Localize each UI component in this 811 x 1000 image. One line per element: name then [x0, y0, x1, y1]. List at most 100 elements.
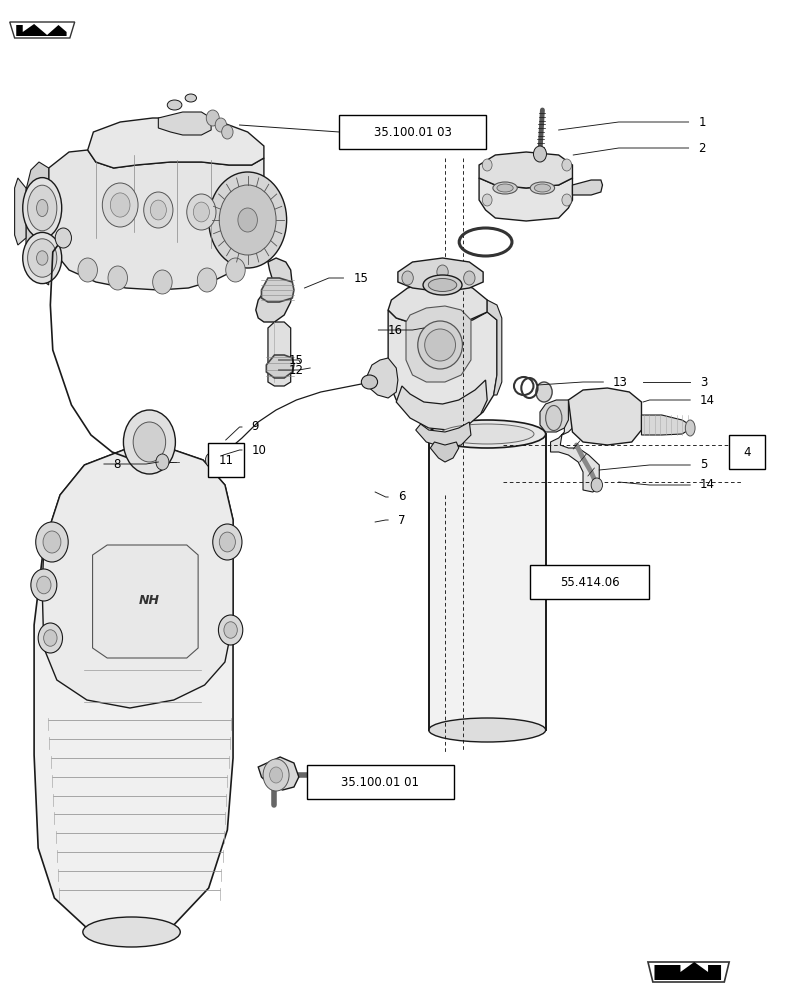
Text: 8: 8: [114, 458, 121, 471]
Circle shape: [215, 118, 226, 132]
Polygon shape: [88, 118, 264, 168]
Polygon shape: [92, 545, 198, 658]
Text: 2: 2: [697, 141, 705, 154]
Ellipse shape: [534, 184, 550, 192]
Circle shape: [78, 258, 97, 282]
Text: 13: 13: [612, 375, 627, 388]
Circle shape: [152, 270, 172, 294]
Circle shape: [533, 146, 546, 162]
Text: 10: 10: [251, 444, 266, 456]
Circle shape: [193, 202, 209, 222]
Circle shape: [55, 228, 71, 248]
Polygon shape: [396, 380, 487, 430]
Ellipse shape: [23, 178, 62, 238]
Ellipse shape: [423, 275, 461, 295]
Ellipse shape: [492, 182, 517, 194]
Circle shape: [463, 271, 474, 285]
Circle shape: [150, 200, 166, 220]
Polygon shape: [225, 188, 264, 255]
Text: 55.414.06: 55.414.06: [559, 576, 619, 588]
Polygon shape: [15, 178, 26, 245]
Ellipse shape: [185, 94, 196, 102]
Polygon shape: [415, 422, 470, 448]
Bar: [428, 434, 545, 730]
Circle shape: [31, 569, 57, 601]
Polygon shape: [26, 162, 49, 285]
Polygon shape: [16, 24, 67, 36]
Circle shape: [108, 266, 127, 290]
Text: 7: 7: [397, 514, 405, 526]
Ellipse shape: [428, 278, 456, 292]
Ellipse shape: [36, 199, 48, 217]
Circle shape: [219, 532, 235, 552]
Circle shape: [156, 454, 169, 470]
Polygon shape: [550, 400, 599, 492]
Polygon shape: [261, 278, 294, 302]
Circle shape: [123, 410, 175, 474]
Circle shape: [224, 622, 237, 638]
Circle shape: [482, 159, 491, 171]
Circle shape: [205, 453, 217, 467]
Circle shape: [102, 183, 138, 227]
Circle shape: [43, 531, 61, 553]
Polygon shape: [397, 258, 483, 292]
FancyBboxPatch shape: [208, 443, 243, 477]
Ellipse shape: [28, 185, 57, 231]
Circle shape: [263, 759, 289, 791]
Text: 15: 15: [353, 271, 367, 284]
Ellipse shape: [545, 406, 561, 430]
Ellipse shape: [361, 375, 377, 389]
Circle shape: [44, 630, 57, 646]
Polygon shape: [266, 355, 294, 378]
Polygon shape: [647, 962, 728, 982]
Polygon shape: [268, 322, 290, 386]
Polygon shape: [572, 180, 602, 195]
Circle shape: [212, 524, 242, 560]
Ellipse shape: [530, 182, 554, 194]
Ellipse shape: [23, 232, 62, 284]
Ellipse shape: [440, 424, 534, 444]
Text: 35.100.01 03: 35.100.01 03: [373, 125, 451, 138]
FancyBboxPatch shape: [530, 565, 648, 599]
Ellipse shape: [428, 420, 545, 448]
Circle shape: [38, 623, 62, 653]
Ellipse shape: [496, 184, 513, 192]
Circle shape: [401, 271, 413, 285]
Polygon shape: [539, 400, 568, 432]
Circle shape: [561, 159, 571, 171]
Polygon shape: [255, 258, 292, 322]
Text: 1: 1: [697, 115, 705, 128]
Text: NH: NH: [139, 593, 160, 606]
Ellipse shape: [424, 329, 455, 361]
Polygon shape: [478, 178, 572, 221]
Circle shape: [36, 576, 51, 594]
Polygon shape: [34, 448, 233, 938]
Polygon shape: [258, 757, 298, 790]
Ellipse shape: [418, 321, 462, 369]
Polygon shape: [430, 442, 458, 462]
Polygon shape: [49, 150, 264, 290]
Text: 5: 5: [699, 458, 706, 472]
Text: 14: 14: [699, 393, 714, 406]
Circle shape: [590, 478, 602, 492]
Polygon shape: [10, 22, 75, 38]
Circle shape: [218, 615, 242, 645]
Text: 3: 3: [699, 375, 706, 388]
Ellipse shape: [167, 100, 182, 110]
Circle shape: [561, 194, 571, 206]
Circle shape: [144, 192, 173, 228]
Circle shape: [535, 382, 551, 402]
Ellipse shape: [28, 239, 57, 277]
Text: 16: 16: [388, 324, 402, 336]
Polygon shape: [654, 962, 720, 980]
Polygon shape: [158, 112, 211, 135]
Polygon shape: [641, 415, 689, 435]
Polygon shape: [367, 358, 397, 398]
Text: 4: 4: [742, 446, 750, 458]
Polygon shape: [406, 306, 470, 382]
Ellipse shape: [684, 420, 694, 436]
FancyBboxPatch shape: [728, 435, 764, 469]
Circle shape: [187, 194, 216, 230]
Text: 6: 6: [397, 490, 405, 504]
Polygon shape: [388, 310, 496, 428]
